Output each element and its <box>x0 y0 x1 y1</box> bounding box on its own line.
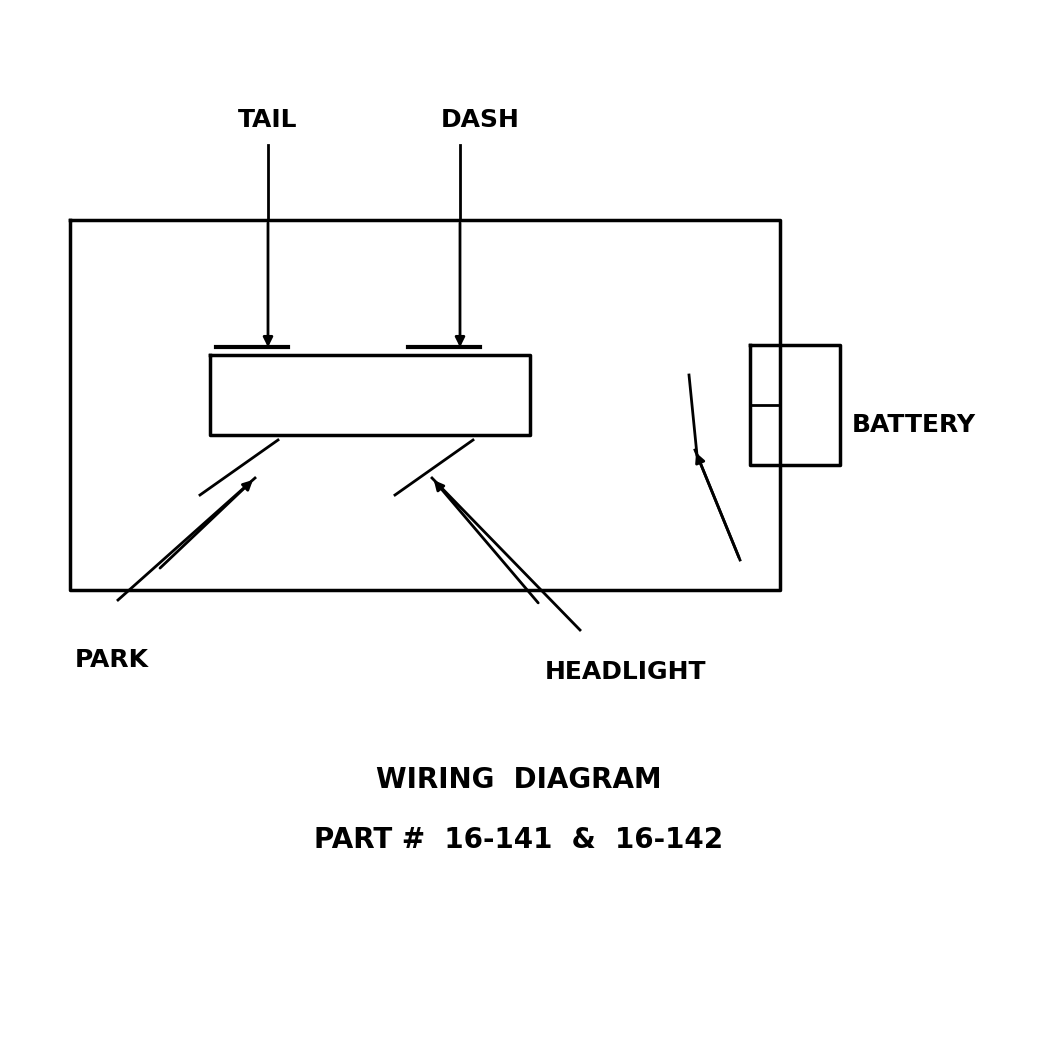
Text: HEADLIGHT: HEADLIGHT <box>545 660 707 684</box>
Text: PART #  16-141  &  16-142: PART # 16-141 & 16-142 <box>315 826 723 854</box>
Text: BATTERY: BATTERY <box>852 413 976 437</box>
Text: TAIL: TAIL <box>239 108 298 132</box>
Text: DASH: DASH <box>440 108 519 132</box>
Text: WIRING  DIAGRAM: WIRING DIAGRAM <box>376 766 662 794</box>
Text: PARK: PARK <box>75 648 149 672</box>
